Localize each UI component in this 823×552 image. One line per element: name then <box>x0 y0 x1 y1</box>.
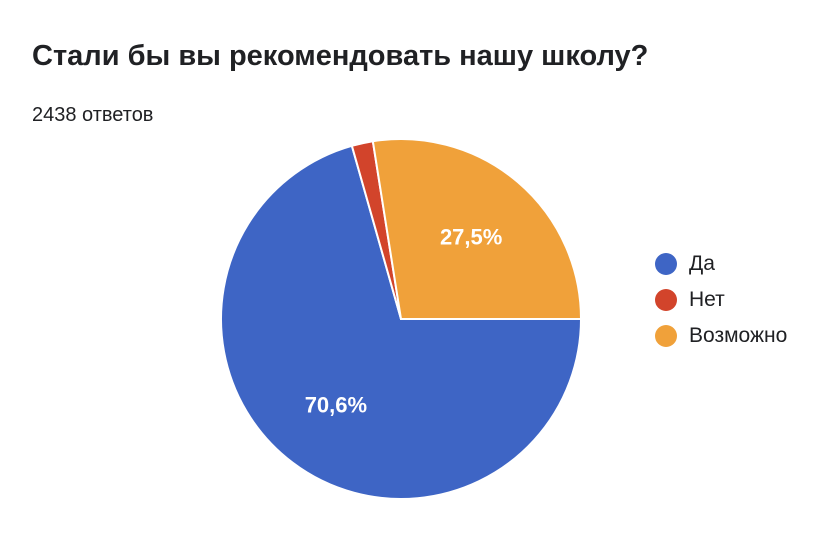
legend-item-vozmozhno: Возможно <box>655 318 787 354</box>
response-count: 2438 ответов <box>32 104 154 126</box>
legend-label-net: Нет <box>689 288 725 311</box>
legend-swatch-net <box>655 289 677 311</box>
chart-legend: Да Нет Возможно <box>655 246 787 354</box>
pie-slice-da <box>220 144 583 500</box>
legend-label-da: Да <box>689 252 715 275</box>
legend-item-da: Да <box>655 246 787 282</box>
legend-item-net: Нет <box>655 282 787 318</box>
legend-swatch-da <box>655 253 677 275</box>
pie-slice-vozmozhno <box>371 138 583 320</box>
slice-label-vozmozhno: 27,5% <box>440 224 502 249</box>
legend-swatch-vozmozhno <box>655 325 677 347</box>
slice-label-da: 70,6% <box>305 393 367 418</box>
legend-label-vozmozhno: Возможно <box>689 324 788 347</box>
page-title: Стали бы вы рекомендовать нашу школу? <box>32 40 649 72</box>
